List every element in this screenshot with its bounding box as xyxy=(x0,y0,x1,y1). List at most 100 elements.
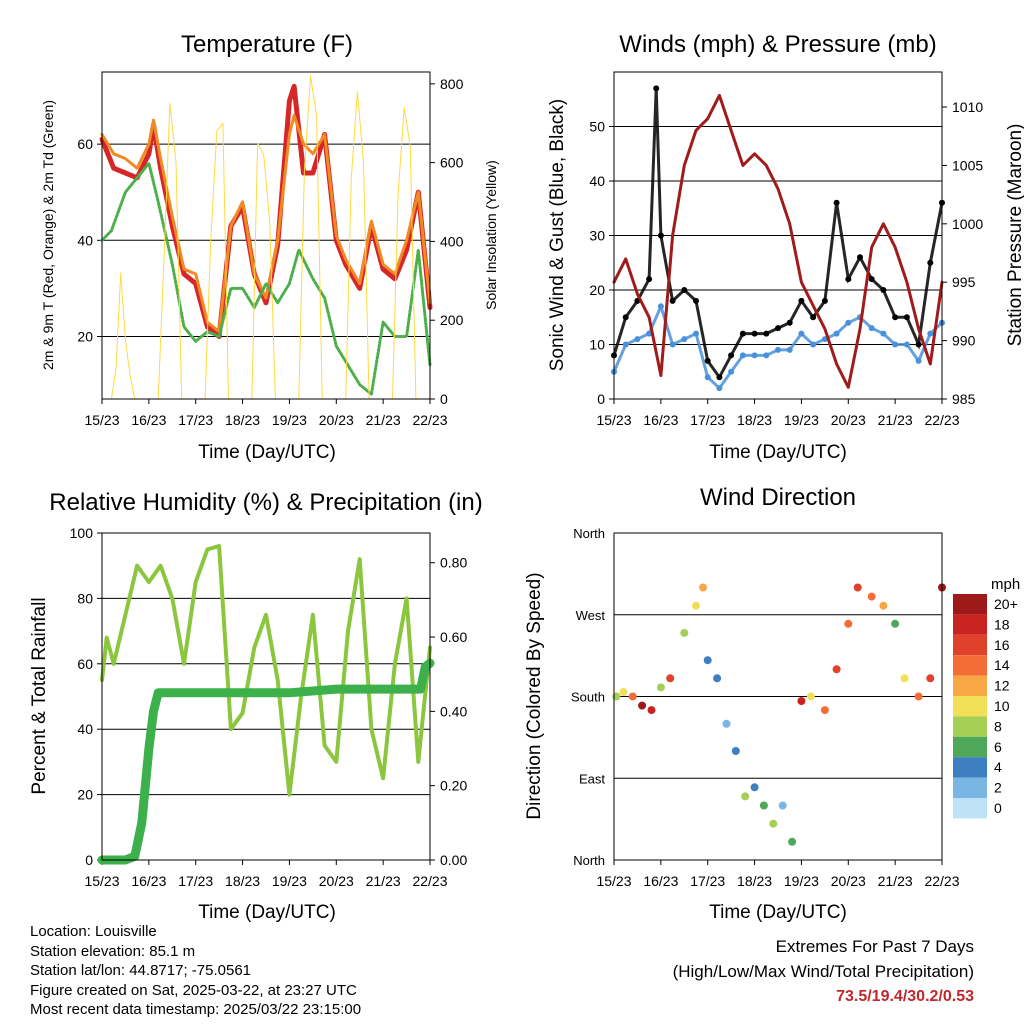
direction-point xyxy=(703,656,712,665)
temperature-title: Temperature (F) xyxy=(181,31,353,58)
legend-swatch xyxy=(953,716,987,737)
x-tick-label: 16/23 xyxy=(643,412,678,428)
y2-tick-label: 1005 xyxy=(952,157,983,173)
wind-direction-xlabel: Time (Day/UTC) xyxy=(709,902,847,923)
y-tick-label: 30 xyxy=(589,228,605,244)
legend-swatch xyxy=(953,594,987,615)
legend-swatch xyxy=(953,614,987,635)
humidity-plot: 0 20 40 60 80 100 0.00 0.20 0.40 0.60 0.80 15/23 16/… xyxy=(70,525,468,889)
wind-direction-title: Wind Direction xyxy=(700,484,856,511)
direction-point xyxy=(926,674,935,683)
direction-point xyxy=(722,719,731,728)
station-info: Location: Louisville Station elevation: … xyxy=(30,922,361,1020)
direction-point xyxy=(797,697,806,705)
legend-label: 14 xyxy=(994,657,1010,673)
y2-tick-label: 985 xyxy=(952,391,976,407)
y2-tick-label: 0.60 xyxy=(440,629,467,645)
legend-swatch xyxy=(953,655,987,676)
legend-label: 8 xyxy=(994,718,1002,734)
x-tick-label: 18/23 xyxy=(737,873,772,889)
x-tick-label: 19/23 xyxy=(784,412,819,428)
x-tick-label: 17/23 xyxy=(690,873,725,889)
y2-tick-label: 800 xyxy=(440,76,464,92)
temperature-xlabel: Time (Day/UTC) xyxy=(198,442,336,463)
direction-point xyxy=(914,692,923,701)
x-tick-label: 15/23 xyxy=(596,873,631,889)
series-line xyxy=(612,93,944,389)
direction-point xyxy=(778,801,787,810)
y-tick-label: 100 xyxy=(70,525,94,541)
extremes-values: 73.5/19.4/30.2/0.53 xyxy=(836,988,974,1005)
y2-tick-label: 200 xyxy=(440,312,464,328)
wind-direction-ylabel: Direction (Colored By Speed) xyxy=(524,572,545,819)
x-tick-label: 17/23 xyxy=(690,412,725,428)
plot-frame xyxy=(101,532,431,861)
y2-tick-label: 0 xyxy=(440,391,448,407)
x-tick-label: 18/23 xyxy=(737,412,772,428)
direction-point xyxy=(638,701,647,710)
series-line xyxy=(612,302,944,391)
x-tick-label: 15/23 xyxy=(596,412,631,428)
speed-legend: mph 20+ 18 16 14 12 10 8 6 4 2 0 xyxy=(953,576,1020,819)
x-tick-label: 20/23 xyxy=(831,873,866,889)
winds-ylabel: Sonic Wind & Gust (Blue, Black) xyxy=(547,99,568,371)
y-tick-label: North xyxy=(573,853,605,868)
y-tick-label: East xyxy=(579,771,605,786)
series-line xyxy=(612,88,944,381)
y-tick-label: 60 xyxy=(77,656,93,672)
direction-point xyxy=(628,692,637,701)
direction-point xyxy=(713,674,722,683)
x-tick-label: 22/23 xyxy=(924,412,959,428)
series-line xyxy=(100,113,432,334)
x-tick-label: 19/23 xyxy=(272,873,307,889)
direction-point xyxy=(656,683,665,692)
created-text: Figure created on Sat, 2025-03-22, at 23… xyxy=(30,981,357,999)
winds-y2label: Station Pressure (Maroon) xyxy=(1005,124,1024,347)
legend-label: 4 xyxy=(994,759,1002,775)
wind-direction-panel: Wind Direction North East South West North 15… xyxy=(524,484,960,923)
y2-tick-label: 1000 xyxy=(952,216,983,232)
y-tick-label: 50 xyxy=(589,119,605,135)
x-tick-label: 22/23 xyxy=(412,873,447,889)
y2-tick-label: 400 xyxy=(440,233,464,249)
latlon-text: Station lat/lon: 44.8717; -75.0561 xyxy=(30,962,252,980)
x-tick-label: 22/23 xyxy=(412,412,447,428)
legend-label: 20+ xyxy=(994,596,1018,612)
direction-point xyxy=(619,688,628,696)
direction-point xyxy=(832,665,841,674)
direction-point xyxy=(731,747,740,755)
legend-title: mph xyxy=(991,576,1020,593)
x-tick-label: 16/23 xyxy=(131,873,166,889)
y2-tick-label: 990 xyxy=(952,333,976,349)
y-tick-label: 0 xyxy=(85,852,93,868)
y2-tick-label: 0.40 xyxy=(440,703,467,719)
y-tick-label: West xyxy=(576,608,606,623)
x-tick-label: 19/23 xyxy=(272,412,307,428)
direction-point xyxy=(891,619,900,628)
winds-title: Winds (mph) & Pressure (mb) xyxy=(619,31,936,58)
legend-swatch xyxy=(953,696,987,717)
x-tick-label: 15/23 xyxy=(84,412,119,428)
y-tick-label: 40 xyxy=(77,721,93,737)
direction-point xyxy=(788,837,797,846)
series-line xyxy=(100,161,432,396)
legend-label: 2 xyxy=(994,780,1002,796)
extremes-title: Extremes For Past 7 Days xyxy=(775,937,974,956)
winds-pressure-panel: Winds (mph) & Pressure (mb) 0 10 20 30 40 50 9… xyxy=(547,31,1024,463)
plot-frame xyxy=(101,71,431,400)
y-tick-label: 10 xyxy=(589,337,605,353)
winds-xlabel: Time (Day/UTC) xyxy=(709,442,847,463)
y2-tick-label: 1010 xyxy=(952,99,983,115)
direction-point xyxy=(666,674,675,683)
y-tick-label: 60 xyxy=(77,136,93,152)
y-tick-label: 40 xyxy=(77,232,93,248)
x-tick-label: 17/23 xyxy=(178,412,213,428)
y-tick-label: South xyxy=(571,690,605,705)
x-tick-label: 15/23 xyxy=(84,873,119,889)
y-tick-label: North xyxy=(573,526,605,541)
extremes-box: Extremes For Past 7 Days (High/Low/Max W… xyxy=(673,934,974,1009)
direction-point xyxy=(680,628,689,637)
legend-label: 18 xyxy=(994,616,1010,632)
